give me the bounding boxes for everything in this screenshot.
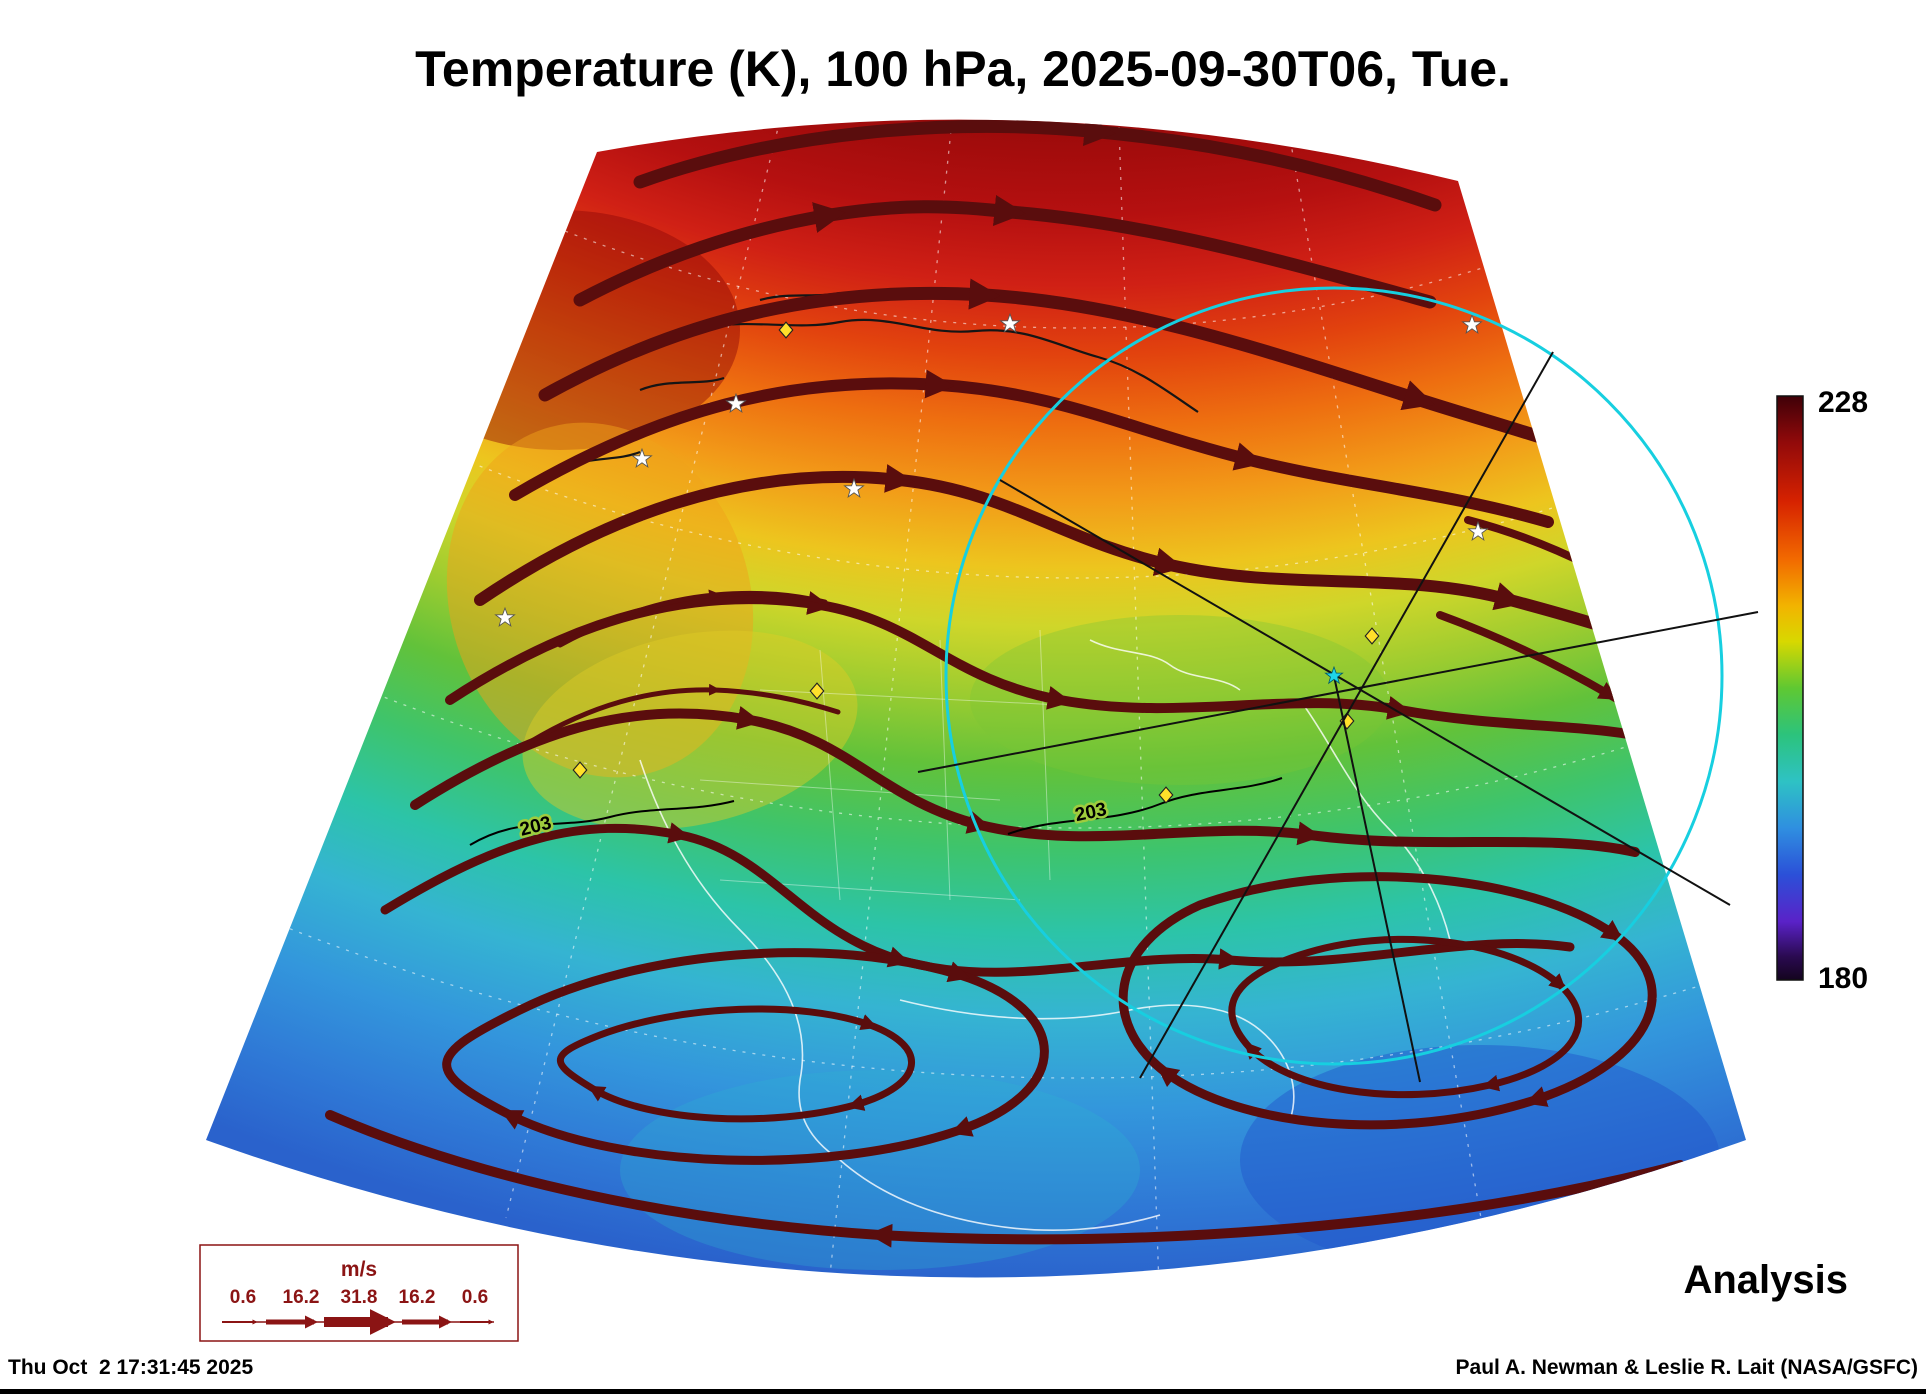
page-title: Temperature (K), 100 hPa, 2025-09-30T06,… [415,41,1511,97]
footer-timestamp: Thu Oct 2 17:31:45 2025 [8,1356,254,1379]
bottom-edge-bar [0,1389,1926,1394]
map-canvas: 203 203 [206,119,1746,1278]
legend-speed-label: 31.8 [341,1287,378,1308]
legend-speed-label: 16.2 [399,1287,436,1308]
legend-units-label: m/s [341,1258,377,1281]
range-circle [944,286,1724,1066]
footer-credit: Paul A. Newman & Leslie R. Lait (NASA/GS… [1455,1356,1918,1379]
azimuth-lines [917,351,1759,1083]
colorbar-min-label: 180 [1818,962,1868,995]
range-circle-overlay [917,286,1759,1083]
colorbar-gradient [1776,395,1804,981]
colorbar: 228 180 [1776,386,1868,995]
colorbar-max-label: 228 [1818,386,1868,419]
legend-speed-label: 0.6 [462,1287,488,1308]
analysis-label: Analysis [1683,1258,1848,1302]
legend-speed-label: 16.2 [283,1287,320,1308]
contour-lines [469,777,1283,846]
legend-speed-label: 0.6 [230,1287,256,1308]
wind-speed-legend: m/s 0.6 16.2 31.8 16.2 0.6 [199,1244,519,1342]
